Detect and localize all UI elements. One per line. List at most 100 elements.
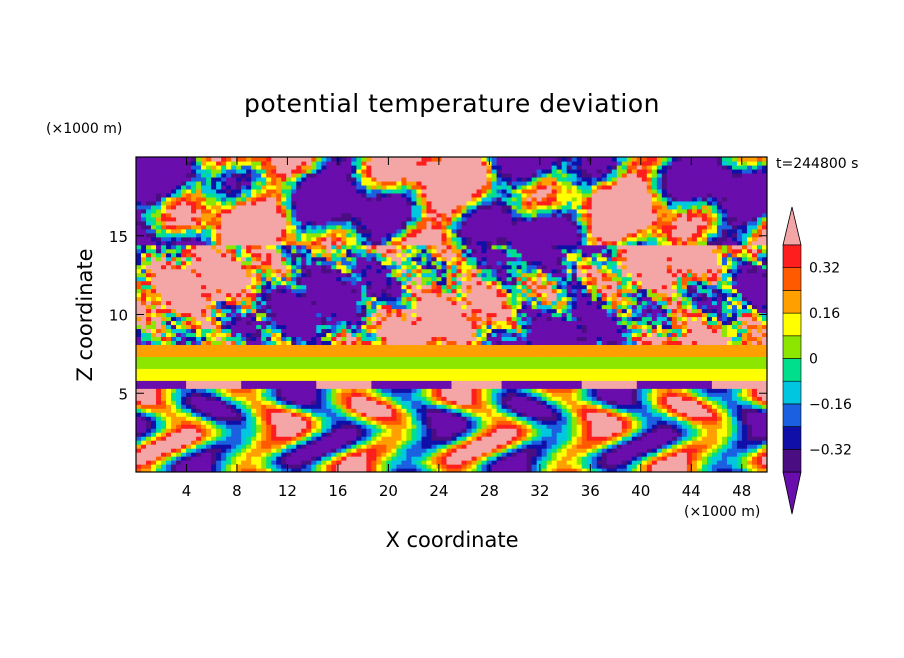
field-cell	[461, 412, 468, 417]
field-cell	[241, 452, 247, 457]
field-cell	[401, 396, 408, 401]
field-cell	[236, 464, 242, 469]
field-cell	[491, 428, 498, 433]
field-cell	[406, 344, 413, 349]
field-cell	[406, 364, 413, 369]
field-cell	[581, 396, 588, 401]
field-cell	[751, 420, 758, 425]
field-cell	[666, 380, 673, 385]
field-cell	[491, 456, 498, 461]
field-cell	[326, 388, 332, 393]
field-cell	[276, 468, 282, 472]
field-cell	[231, 372, 237, 377]
field-cell	[561, 364, 568, 369]
field-cell	[156, 400, 162, 405]
field-cell	[331, 348, 337, 353]
field-cell	[731, 320, 738, 326]
field-cell	[521, 376, 528, 381]
field-cell	[671, 420, 678, 425]
field-cell	[536, 316, 543, 322]
field-cell	[636, 360, 643, 365]
field-cell	[636, 452, 643, 457]
field-cell	[241, 444, 247, 449]
field-cell	[426, 440, 433, 445]
field-cell	[586, 384, 593, 389]
field-cell	[351, 448, 357, 453]
field-cell	[686, 364, 693, 369]
field-cell	[556, 336, 563, 342]
field-cell	[456, 396, 463, 401]
field-cell	[301, 440, 307, 445]
field-cell	[636, 324, 643, 330]
field-cell	[751, 320, 758, 326]
field-cell	[486, 456, 493, 461]
field-cell	[491, 380, 498, 385]
field-cell	[566, 388, 573, 393]
field-cell	[531, 408, 538, 413]
field-cell	[461, 420, 468, 425]
field-cell	[196, 400, 202, 405]
field-cell	[761, 368, 767, 373]
field-cell	[716, 420, 723, 425]
field-cell	[726, 432, 733, 437]
field-cell	[301, 328, 307, 334]
field-cell	[621, 440, 628, 445]
field-cell	[476, 360, 483, 365]
field-cell	[201, 344, 207, 349]
field-cell	[606, 352, 613, 357]
field-cell	[521, 364, 528, 369]
field-cell	[391, 444, 398, 449]
field-cell	[391, 408, 398, 413]
field-cell	[561, 372, 568, 377]
field-cell	[246, 388, 252, 393]
field-cell	[446, 400, 453, 405]
field-cell	[351, 332, 357, 338]
field-cell	[511, 408, 518, 413]
field-cell	[541, 460, 548, 465]
field-cell	[326, 380, 332, 385]
field-cell	[471, 324, 478, 330]
field-cell	[186, 312, 192, 318]
field-cell	[391, 356, 398, 361]
field-cell	[221, 352, 227, 357]
field-cell	[476, 376, 483, 381]
field-cell	[201, 420, 207, 425]
field-cell	[226, 324, 232, 330]
field-cell	[736, 408, 743, 413]
field-cell	[596, 404, 603, 409]
field-cell	[351, 348, 357, 353]
field-cell	[716, 444, 723, 449]
field-cell	[326, 404, 332, 409]
field-cell	[141, 448, 147, 453]
field-cell	[731, 384, 738, 389]
field-cell	[451, 312, 458, 318]
field-cell	[451, 464, 458, 469]
field-cell	[406, 428, 413, 433]
field-cell	[156, 404, 162, 409]
field-cell	[161, 316, 167, 322]
field-cell	[686, 404, 693, 409]
field-cell	[551, 424, 558, 429]
field-cell	[161, 416, 167, 421]
field-cell	[136, 456, 142, 461]
field-cell	[611, 344, 618, 349]
field-cell	[621, 368, 628, 373]
field-cell	[411, 432, 418, 437]
field-cell	[176, 320, 182, 326]
field-cell	[616, 372, 623, 377]
field-cell	[341, 320, 347, 326]
field-cell	[576, 356, 583, 361]
field-cell	[381, 444, 387, 449]
field-cell	[486, 344, 493, 349]
field-cell	[486, 340, 493, 346]
field-cell	[206, 312, 212, 318]
field-cell	[326, 348, 332, 353]
field-cell	[156, 328, 162, 334]
field-cell	[351, 380, 357, 385]
field-cell	[336, 460, 342, 465]
field-cell	[396, 332, 403, 338]
field-cell	[606, 376, 613, 381]
field-cell	[706, 368, 713, 373]
field-cell	[461, 440, 468, 445]
field-cell	[756, 412, 763, 417]
